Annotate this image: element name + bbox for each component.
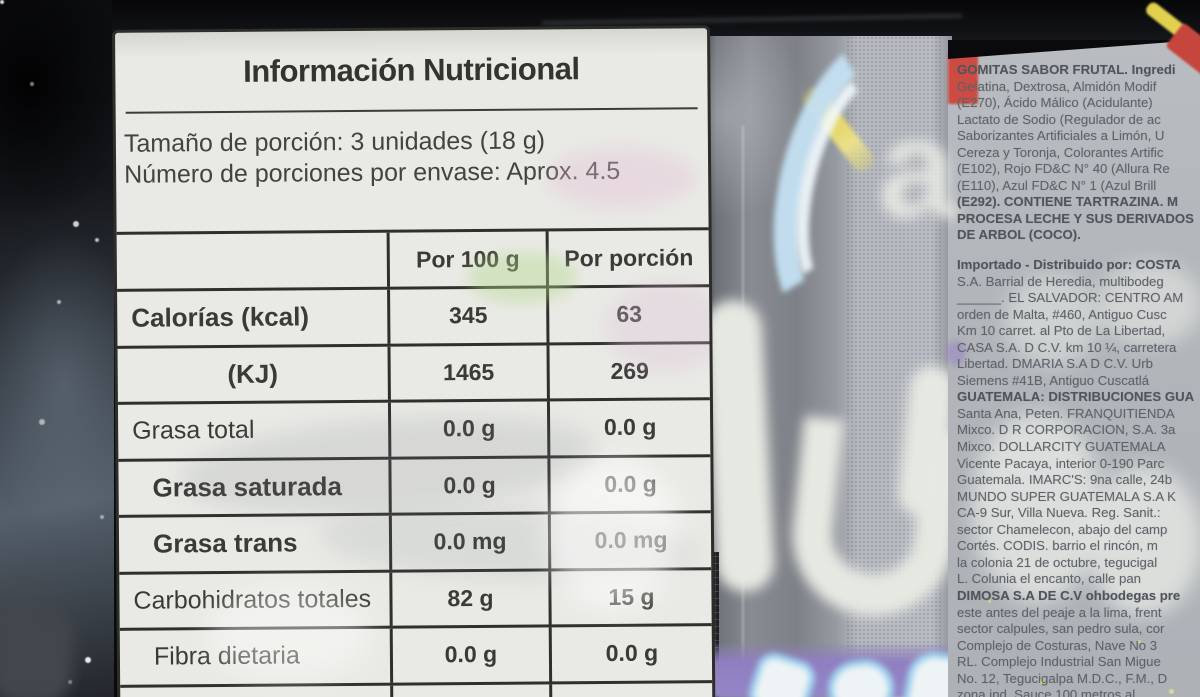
panel-text-line: L. Colunia el encanto, calle pan <box>957 571 1142 587</box>
package-left-plastic <box>0 0 114 697</box>
panel-text-line: S.A. Barrial de Heredia, multibodeg <box>957 273 1164 289</box>
panel-text-line: Complejo de Costuras, Nave No 3 <box>957 637 1158 653</box>
panel-text-line: la colonia 21 de octubre, tegucigal <box>957 554 1158 570</box>
value-per-portion: 0.0 mg <box>547 513 712 568</box>
ingredients-panel: GOMITAS SABOR FRUTAL. Ingredi Gelatina, … <box>946 40 1200 697</box>
white-speckles <box>0 0 4 4</box>
panel-text: GOMITAS SABOR FRUTAL. Ingredi Gelatina, … <box>948 40 1200 697</box>
glitter-specks <box>988 600 991 603</box>
panel-text-line: orden de Malta, #460, Antiguo Cusc <box>957 306 1167 322</box>
panel-text-line: DIMOSA S.A DE C.V ohbodegas pre <box>957 587 1181 603</box>
purple-edge-tint <box>946 340 966 366</box>
panel-text-line: GOMITAS SABOR FRUTAL. Ingredi <box>957 62 1176 77</box>
gloss-streak <box>542 14 962 25</box>
panel-text-line: MUNDO SUPER GUATEMALA S.A K <box>957 488 1176 504</box>
nutrition-row: Fibra dietaria 0.0 g 0.0 g <box>119 623 713 685</box>
nutrition-row: Grasa trans 0.0 mg 0.0 mg <box>118 510 712 572</box>
nutrition-table-body: Calorías (kcal) 345 63 (KJ) 1465 269 Gra… <box>117 284 713 685</box>
header-empty-cell <box>117 233 387 289</box>
value-per-portion: 15 g <box>548 569 712 625</box>
panel-text-line: Siemens #41B, Antiguo Cuscatlá <box>957 372 1150 388</box>
nutrition-label: Información Nutricional Tamaño de porció… <box>112 25 716 697</box>
value-per-portion: 63 <box>546 287 710 342</box>
value-per-portion: 0.0 g <box>546 400 711 455</box>
nutrient-name: Grasa trans <box>152 527 298 559</box>
value-per-100g: 82 g <box>389 570 549 626</box>
nutrition-row: (KJ) 1465 269 <box>117 340 710 402</box>
nutrient-name <box>120 685 390 697</box>
nutrition-row: Carbohidratos totales 82 g 15 g <box>119 566 712 628</box>
panel-text-line: CASA S.A. D C.V. km 10 ¼, carretera <box>957 339 1177 355</box>
panel-text-line: Km 10 carret. al Pto de La Libertad, <box>957 323 1166 339</box>
ingredients-text-block: GOMITAS SABOR FRUTAL. Ingredi Gelatina, … <box>957 62 1200 244</box>
panel-text-line: ______. EL SALVADOR: CENTRO AM <box>957 290 1184 306</box>
panel-text-line: CA-9 Sur, Villa Nueva. Reg. Sanit.: <box>957 505 1161 521</box>
nutrient-name: Carbohidratos totales <box>133 584 372 615</box>
value-per-100g: 0.0 g <box>389 627 550 683</box>
panel-text-line: PROCESA LECHE Y SUS DERIVADOS <box>957 210 1194 226</box>
serving-info: Tamaño de porción: 3 unidades (18 g) Núm… <box>116 109 709 232</box>
panel-text-line: Guatemala. IMARC'S: 9na calle, 24b <box>957 472 1173 488</box>
panel-text-line: Santa Ana, Peten. FRANQUITIENDA <box>957 405 1175 421</box>
nutrition-table: Por 100 g Por porción Calorías (kcal) 34… <box>116 227 713 697</box>
nutrition-row: Grasa saturada 0.0 g 0.0 g <box>118 453 711 515</box>
value-per-100g: 1465 <box>387 344 547 400</box>
nutrition-table-header: Por 100 g Por porción <box>116 227 710 289</box>
value-per-portion: 269 <box>546 343 710 399</box>
panel-text-line: sector calpules, san pedro sula, cor <box>957 621 1165 637</box>
red-design-patch <box>948 52 978 104</box>
blurred-letter-a: a <box>878 89 957 248</box>
serving-size-line: Tamaño de porción: 3 unidades (18 g) <box>123 126 546 158</box>
nutrient-name: Grasa saturada <box>152 470 343 503</box>
panel-text-line: (E292). CONTIENE TARTRAZINA. M <box>957 194 1179 210</box>
panel-text-line: Vicente Pacaya, interior 0-190 Parc <box>957 455 1165 471</box>
panel-text-line: (E270), Ácido Málico (Acidulante) <box>957 95 1153 111</box>
nutrient-name: Grasa total <box>132 416 255 445</box>
panel-text-line: Saborizantes Artificiales a Limón, U <box>957 128 1165 144</box>
show-through-blob <box>1086 466 1200 616</box>
panel-text-line: Libertad. DMARIA S.A D C.V. Urb <box>957 356 1153 372</box>
value-per-100g: 0.0 g <box>387 401 548 457</box>
panel-text-line: Cortés. CODIS. barrio el rincón, m <box>957 538 1158 554</box>
header-per-100g: Por 100 g <box>386 231 547 287</box>
panel-text-line: DE ARBOL (COCO). <box>957 227 1081 243</box>
nutrition-title: Información Nutricional <box>242 50 580 89</box>
servings-per-container-line: Número de porciones por envase: Aprox. 4… <box>124 156 621 189</box>
panel-text-line: Mixco. DOLLARCITY GUATEMALA <box>957 439 1166 455</box>
panel-text-line: Gelatina, Dextrosa, Almidón Modif <box>957 78 1157 94</box>
value-per-100g <box>390 683 550 697</box>
show-through-blob <box>1098 262 1200 346</box>
panel-text-line: Cereza y Toronja, Colorantes Artific <box>957 144 1164 160</box>
panel-text-line: RL. Complejo Industrial San Migue <box>957 654 1161 670</box>
nutrient-name: (KJ) <box>227 358 279 389</box>
nutrient-name: Fibra dietaria <box>153 641 300 671</box>
panel-text-line: este antes del peaje a la lima, frent <box>957 604 1162 620</box>
show-through-blob <box>972 412 1102 602</box>
panel-text-line: zona ind. Sauce 100 metros al <box>957 687 1136 697</box>
value-per-100g: 345 <box>387 288 547 344</box>
package-middle-plastic <box>702 15 976 697</box>
panel-text-line: sector Chamelecon, abajo del camp <box>957 521 1168 537</box>
panel-text-line: Importado - Distribuido por: COSTA <box>957 257 1181 273</box>
nutrition-row: Grasa total 0.0 g 0.0 g <box>117 397 711 459</box>
panel-text-line: Lactato de Sodio (Regulador de ac <box>957 111 1161 127</box>
panel-text-line: Mixco. D R CORPORACION, S.A. 3a <box>957 422 1176 438</box>
value-per-portion: 0.0 g <box>548 626 713 681</box>
value-per-100g: 0.0 g <box>388 457 548 513</box>
panel-text-line: (E110), Azul FD&C N° 1 (Azul Brill <box>957 177 1157 193</box>
panel-text-line: No. 12, Tegucigalpa M.D.C., F.M., D <box>957 670 1168 686</box>
panel-text-line: GUATEMALA: DISTRIBUCIONES GUA <box>957 389 1195 405</box>
value-per-portion <box>549 682 713 697</box>
nutrition-row: Calorías (kcal) 345 63 <box>117 284 710 346</box>
show-through-blob <box>1004 274 1100 366</box>
nutrient-name: Calorías (kcal) <box>131 301 310 333</box>
value-per-100g: 0.0 mg <box>388 514 549 570</box>
value-per-portion: 0.0 g <box>547 456 711 512</box>
gray-reflection-blob <box>0 612 70 697</box>
header-per-portion: Por porción <box>545 230 710 286</box>
distribution-text-block: Importado - Distribuido por: COSTA S.A. … <box>957 257 1200 697</box>
panel-text-line: (E102), Rojo FD&C N° 40 (Allura Re <box>957 161 1170 177</box>
